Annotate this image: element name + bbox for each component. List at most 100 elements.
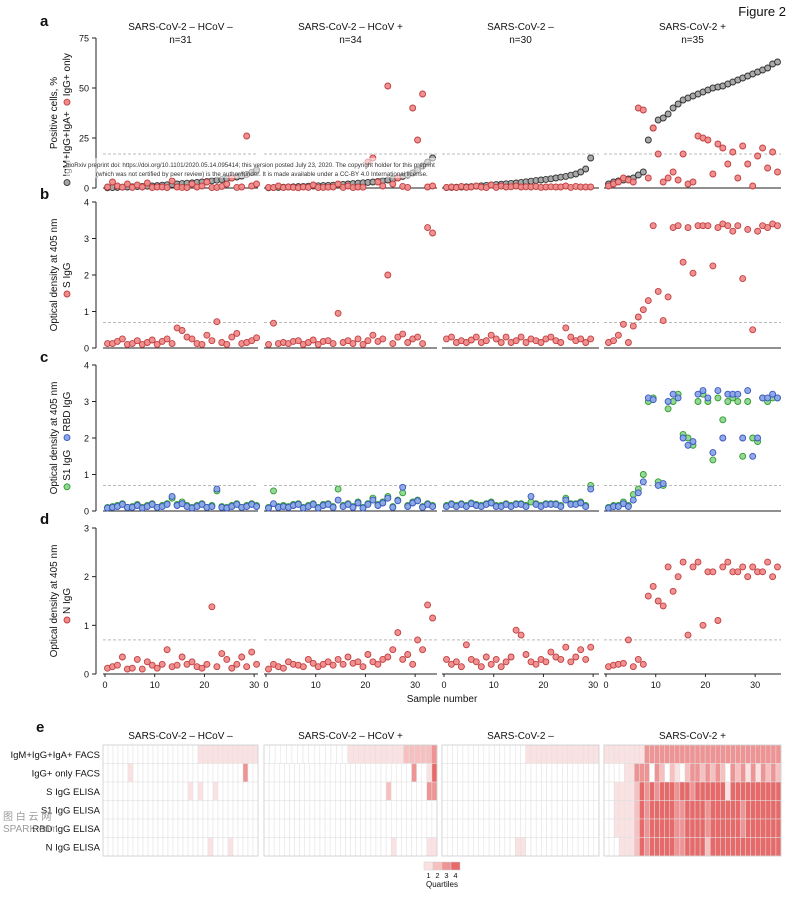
heatmap-cell bbox=[715, 800, 721, 820]
heatmap-cell bbox=[441, 763, 448, 783]
heatmap-cell bbox=[483, 781, 490, 801]
heatmap-cell bbox=[355, 781, 361, 801]
heatmap-cell bbox=[452, 837, 458, 857]
data-point bbox=[153, 664, 161, 672]
heatmap-cell bbox=[102, 800, 109, 820]
heatmap-cell bbox=[750, 744, 756, 764]
heatmap-cell bbox=[704, 744, 711, 764]
data-point bbox=[769, 148, 777, 156]
data-point bbox=[238, 653, 246, 661]
heatmap-cell bbox=[172, 763, 179, 783]
heatmap-cell bbox=[541, 763, 547, 783]
heatmap-cell bbox=[416, 800, 422, 820]
heatmap-cell bbox=[207, 781, 214, 801]
data-point bbox=[764, 394, 772, 402]
heatmap-cell bbox=[232, 744, 239, 764]
heatmap-cell bbox=[715, 781, 721, 801]
data-point bbox=[704, 222, 712, 230]
heatmap-cell bbox=[385, 818, 392, 838]
heatmap-cell bbox=[664, 818, 671, 838]
heatmap-cell bbox=[649, 837, 655, 857]
data-point bbox=[749, 452, 757, 460]
data-point bbox=[128, 340, 136, 348]
data-point bbox=[704, 394, 712, 402]
heatmap-cell bbox=[750, 781, 756, 801]
heatmap-cell bbox=[509, 800, 516, 820]
data-point bbox=[414, 636, 422, 644]
heatmap-cell bbox=[694, 837, 701, 857]
data-point bbox=[419, 90, 427, 98]
data-point bbox=[158, 660, 166, 668]
data-point bbox=[344, 653, 352, 661]
heatmap-cell bbox=[222, 837, 229, 857]
heatmap-cell bbox=[289, 837, 295, 857]
heatmap-cell bbox=[674, 837, 681, 857]
heatmap-cell bbox=[426, 837, 433, 857]
data-point bbox=[734, 174, 742, 182]
data-point bbox=[744, 573, 752, 581]
heatmap-cell bbox=[329, 837, 336, 857]
data-point bbox=[198, 182, 206, 190]
data-point bbox=[644, 136, 652, 144]
heatmap-cell bbox=[182, 837, 189, 857]
heatmap-cell bbox=[147, 818, 154, 838]
heatmap-cell bbox=[478, 818, 485, 838]
data-point bbox=[178, 327, 186, 334]
data-point bbox=[664, 405, 672, 413]
heatmap-cell bbox=[457, 744, 464, 764]
heatmap-cell bbox=[441, 800, 448, 820]
panel-d: d 0 1 2 3 Optical density at 405 nm N IgG 0 10 20… bbox=[40, 511, 781, 705]
heatmap-cell bbox=[360, 818, 367, 838]
legend-marker bbox=[63, 98, 71, 106]
group-n: n=35 bbox=[681, 35, 704, 46]
heatmap-cell bbox=[132, 781, 139, 801]
heatmap-cell bbox=[279, 800, 285, 820]
heatmap-cell bbox=[355, 800, 361, 820]
heatmap-cell bbox=[289, 763, 295, 783]
heatmap-cell bbox=[309, 763, 316, 783]
heatmap-cell bbox=[478, 763, 485, 783]
data-point bbox=[724, 398, 732, 405]
heatmap-cell bbox=[583, 744, 589, 764]
heatmap-cell bbox=[334, 818, 341, 838]
heatmap-cell bbox=[350, 818, 356, 838]
data-point bbox=[472, 658, 480, 666]
legend-label: S1 IgG bbox=[62, 449, 73, 480]
heatmap-cell bbox=[593, 837, 600, 857]
heatmap-cell bbox=[324, 781, 331, 801]
heatmap-cell bbox=[365, 818, 372, 838]
heatmap-cell bbox=[618, 744, 625, 764]
heatmap-cell bbox=[132, 837, 139, 857]
heatmap-cell bbox=[694, 818, 701, 838]
heatmap-cell bbox=[304, 818, 311, 838]
heatmap-cell bbox=[623, 837, 630, 857]
heatmap-cell bbox=[613, 800, 620, 820]
y-tick-label: 0 bbox=[84, 670, 89, 680]
heatmap-cell bbox=[504, 818, 511, 838]
x-tick-label: 20 bbox=[538, 680, 548, 690]
data-point bbox=[724, 222, 732, 230]
heatmap-cell bbox=[588, 781, 595, 801]
heatmap-cell bbox=[546, 837, 553, 857]
y-tick-label: 3 bbox=[84, 524, 89, 534]
heatmap-cell bbox=[730, 781, 736, 801]
data-point bbox=[419, 646, 427, 654]
heatmap-cell bbox=[750, 763, 756, 783]
data-point bbox=[374, 178, 382, 186]
heatmap-cell bbox=[157, 818, 164, 838]
x-tick-label: 30 bbox=[588, 680, 598, 690]
data-point bbox=[344, 337, 352, 345]
heatmap-cell bbox=[515, 744, 521, 764]
heatmap-cell bbox=[177, 800, 184, 820]
x-tick-label: 30 bbox=[249, 680, 259, 690]
data-point bbox=[389, 646, 397, 654]
preprint-backdrop bbox=[66, 158, 496, 178]
heatmap-cell bbox=[370, 781, 377, 801]
heatmap-cell bbox=[268, 781, 275, 801]
heatmap-cell bbox=[197, 800, 204, 820]
data-point bbox=[233, 660, 241, 668]
data-point bbox=[228, 333, 236, 341]
heatmap-cell bbox=[309, 818, 316, 838]
heatmap-cell bbox=[679, 800, 686, 820]
heatmap-cell bbox=[535, 781, 542, 801]
